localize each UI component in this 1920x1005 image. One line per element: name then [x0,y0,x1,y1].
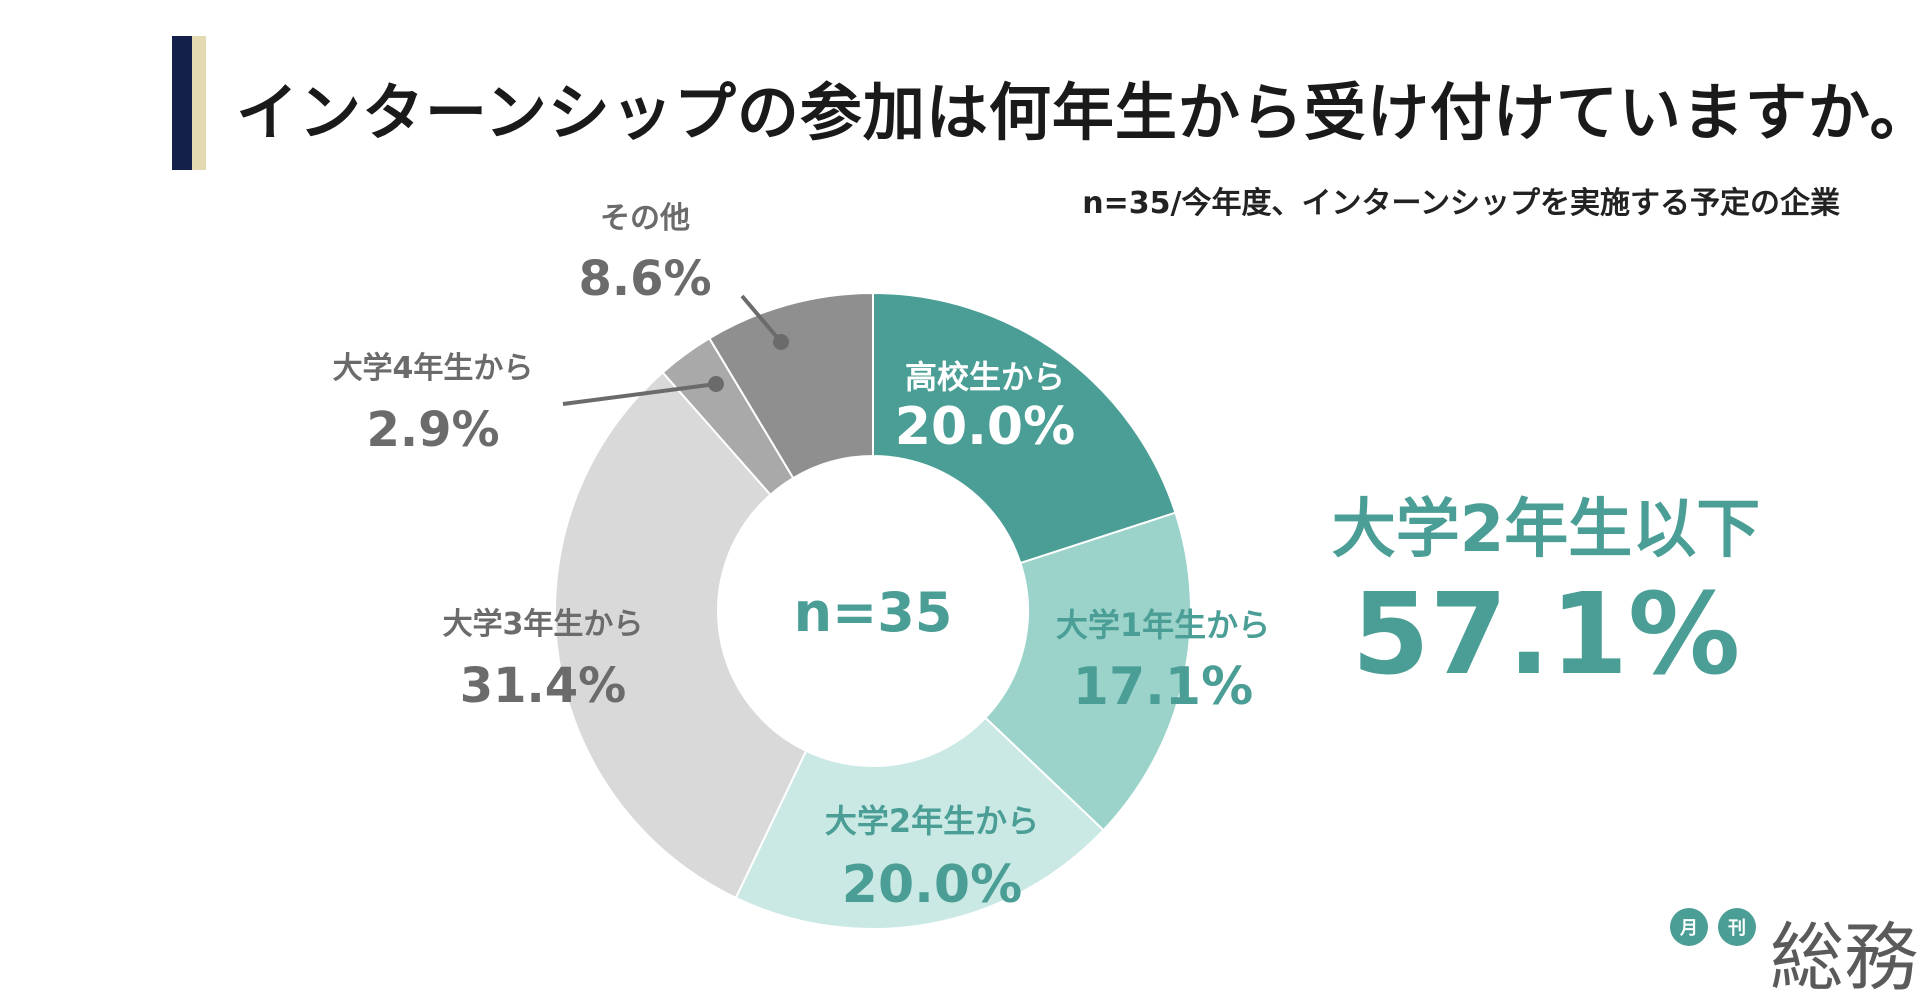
donut-slice [708,291,874,480]
highlight-value: 57.1% [1351,570,1741,700]
slice-value-label: 2.9% [366,402,499,458]
slice-label: 高校生から [905,358,1065,396]
logo-badge-kan: 刊 [1718,908,1756,946]
title-accent-bar [172,36,220,170]
donut-slice [872,291,1177,565]
slice-label: その他 [600,201,690,236]
logo: 月 刊 総務 [1670,902,1918,1001]
slice-value-label: 8.6% [578,251,711,307]
leader-line [562,382,717,406]
highlight-label: 大学2年生以下 [1331,493,1761,567]
logo-badge-tsuki: 月 [1670,908,1708,946]
slice-value-label: 20.0% [895,397,1075,457]
leader-dot [708,376,724,392]
donut-slice [554,371,808,900]
slice-label: 大学3年生から [443,607,644,642]
donut-slice [983,511,1192,832]
slice-label: 大学2年生から [825,802,1039,840]
leader-dot [773,334,789,350]
title-accent-cream [192,36,206,170]
chart-subtitle: n=35/今年度、インターンシップを実施する予定の企業 [1082,186,1840,221]
slice-label: 大学4年生から [333,351,534,386]
page-title: インターンシップの参加は何年生から受け付けていますか。 [236,76,1920,149]
slice-value-label: 31.4% [460,658,627,714]
logo-wordmark: 総務 [1770,915,1918,1001]
slice-value-label: 20.0% [842,855,1022,915]
slice-value-label: 17.1% [1073,657,1253,717]
title-accent-navy [172,36,192,170]
slice-label: 大学1年生から [1056,606,1270,644]
donut-center-label: n=35 [794,581,953,644]
leader-line [740,294,783,344]
donut-slice [734,716,1105,930]
